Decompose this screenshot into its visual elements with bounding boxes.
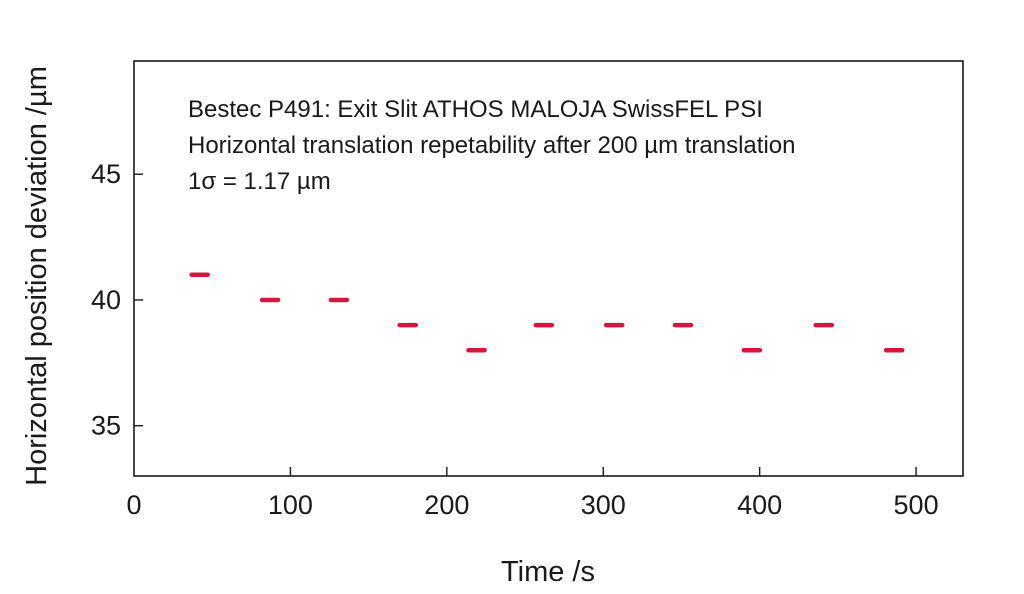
x-tick-label: 300 [581, 490, 626, 520]
x-tick-label: 200 [424, 490, 469, 520]
x-tick-label: 400 [737, 490, 782, 520]
y-axis-title: Horizontal position deviation /µm [21, 66, 53, 486]
annotation-line-2: Horizontal translation repetability afte… [188, 132, 795, 159]
x-axis-ticks: 0 100 200 300 400 500 [126, 467, 939, 520]
annotation-line-1: Bestec P491: Exit Slit ATHOS MALOJA Swis… [188, 96, 763, 123]
y-tick-label: 40 [91, 285, 121, 315]
x-tick-label: 100 [268, 490, 313, 520]
x-axis-title: Time /s [501, 556, 595, 588]
x-tick-label: 500 [894, 490, 939, 520]
y-tick-label: 35 [91, 411, 121, 441]
plot-frame [133, 60, 964, 477]
y-tick-label: 45 [91, 159, 121, 189]
annotation-line-3: 1σ = 1.17 µm [188, 168, 331, 195]
x-tick-label: 0 [126, 490, 141, 520]
y-axis-ticks: 35 40 45 [91, 159, 143, 441]
data-points [189, 272, 905, 353]
